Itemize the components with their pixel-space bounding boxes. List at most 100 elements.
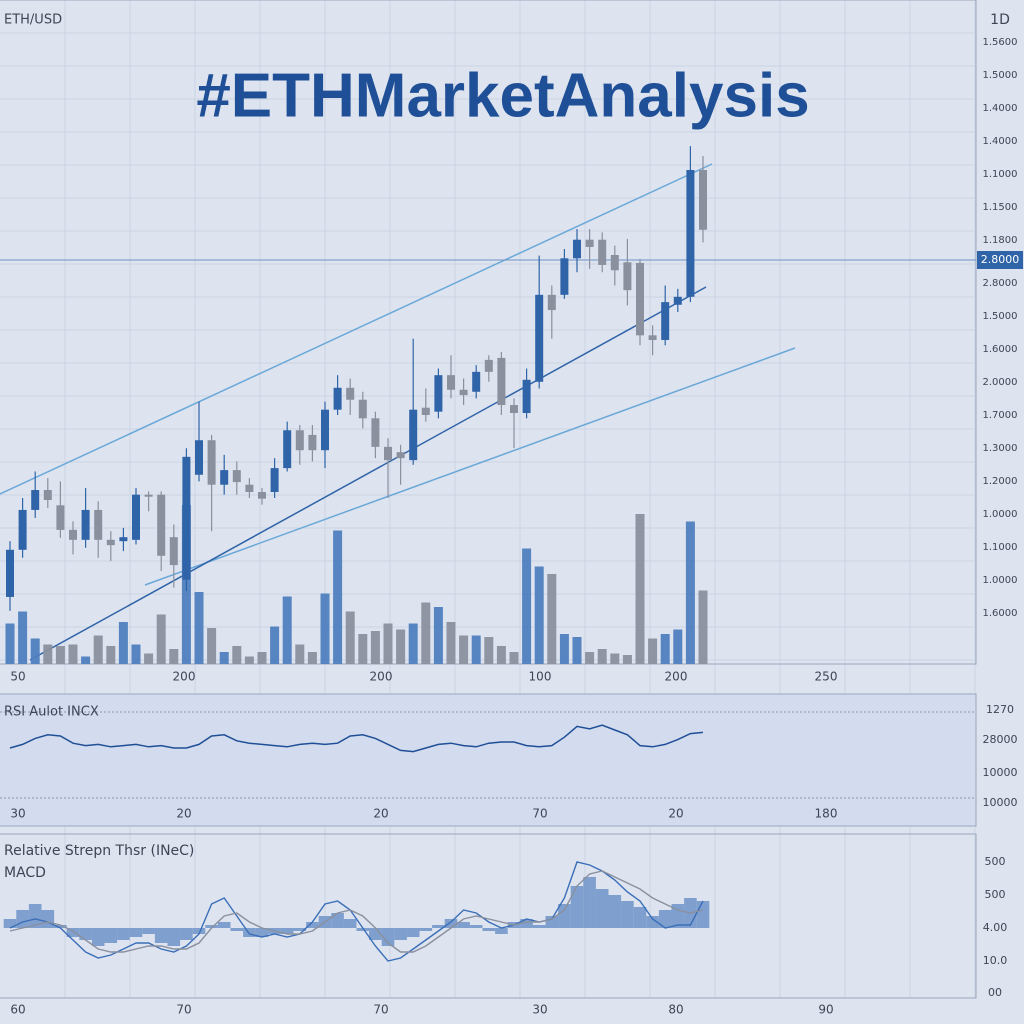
volume-bar — [358, 634, 368, 664]
macd-histogram — [495, 928, 508, 934]
candle-body — [346, 387, 355, 400]
price-label: 2.0000 — [983, 377, 1018, 388]
price-label: 1.6000 — [983, 344, 1018, 355]
candle-body — [535, 294, 544, 382]
macd-histogram — [671, 904, 685, 928]
candle-body — [182, 456, 191, 580]
macd-label: MACD — [4, 865, 46, 881]
price-label: 1.4000 — [983, 103, 1018, 114]
x-label: 20 — [176, 807, 191, 821]
candle-body — [169, 537, 178, 566]
volume-bar — [169, 649, 179, 664]
volume-bar — [30, 638, 40, 664]
x-label: 80 — [668, 1003, 683, 1017]
volume-bar — [383, 623, 393, 664]
rsi-panel — [0, 693, 977, 827]
candle-body — [283, 430, 292, 469]
candle-body — [232, 470, 241, 483]
macd-histogram — [66, 928, 80, 937]
grid — [0, 0, 976, 998]
price-label: 1.7000 — [983, 410, 1018, 421]
price-highlight: 2.8000 — [981, 253, 1020, 266]
price-label: 1.2000 — [983, 476, 1018, 487]
volume-bar — [156, 614, 166, 664]
macd-histogram — [243, 928, 256, 937]
x-label: 60 — [10, 1003, 25, 1017]
macd-histogram — [293, 928, 307, 931]
volume-bar — [68, 644, 78, 664]
volume-bar — [572, 637, 582, 664]
candle-body — [94, 509, 103, 540]
candle-body — [585, 239, 594, 248]
price-label: 1.6000 — [983, 608, 1018, 619]
candle-body — [661, 302, 670, 340]
x-label: 20 — [373, 807, 388, 821]
volume-bar — [270, 626, 280, 664]
volume-bar — [421, 602, 431, 664]
interval[interactable]: 1D — [990, 12, 1010, 28]
candle-body — [434, 375, 443, 412]
candle-body — [636, 262, 644, 336]
macd-histogram — [595, 889, 609, 928]
volume-bar — [585, 652, 595, 664]
macd-histogram — [154, 928, 168, 943]
rsi-axis-label: 10000 — [983, 766, 1018, 779]
macd-histogram — [28, 904, 42, 928]
macd-histogram — [16, 910, 29, 928]
candle-body — [258, 492, 266, 499]
macd-histogram — [381, 928, 395, 946]
candle-body — [18, 509, 27, 550]
candle-body — [648, 335, 657, 340]
macd-histogram — [192, 928, 206, 934]
candle-body — [510, 405, 518, 414]
candle-body — [472, 371, 481, 392]
volume-bar — [622, 655, 632, 664]
price-label: 1.0000 — [983, 575, 1018, 586]
x-label: 200 — [173, 670, 196, 684]
x-label: 180 — [815, 807, 838, 821]
volume-bar — [522, 548, 532, 664]
volume-bar — [282, 596, 292, 664]
macd-histogram — [457, 922, 470, 928]
macd-axis-label: 4.00 — [983, 921, 1008, 934]
trendline — [144, 347, 796, 586]
macd-histogram — [230, 928, 244, 931]
candle-body — [195, 440, 203, 475]
macd-histogram — [217, 922, 231, 928]
volume-bar — [232, 646, 242, 664]
macd-histogram — [331, 913, 344, 928]
x-label: 200 — [370, 670, 393, 684]
macd-histogram — [406, 928, 420, 937]
volume-bar — [118, 622, 128, 664]
volume-bar — [320, 593, 330, 664]
candle-body — [358, 399, 367, 419]
candle-body — [69, 529, 77, 540]
volume-bar — [106, 646, 116, 664]
macd-axis-label: 500 — [985, 888, 1006, 901]
macd-axis-label: 00 — [988, 986, 1002, 999]
volume-bar — [509, 652, 519, 664]
candle-body — [686, 169, 695, 297]
volume-bar — [194, 592, 204, 664]
macd-histogram — [180, 928, 193, 940]
macd-histogram — [646, 916, 659, 928]
candle-body — [484, 359, 493, 372]
candle-body — [245, 484, 254, 493]
volume-bar — [446, 622, 456, 664]
volume-bar — [295, 644, 305, 664]
volume-bar — [307, 652, 317, 664]
volume-bar — [433, 607, 443, 664]
volume-bar — [144, 653, 154, 664]
macd-histogram — [91, 928, 105, 946]
price-label: 1.4000 — [983, 136, 1018, 147]
candle-body — [497, 357, 506, 406]
candle-body — [157, 494, 166, 556]
volume-bar — [597, 649, 607, 664]
macd-histogram — [142, 928, 155, 934]
volume-bar — [648, 638, 658, 664]
macd-histogram — [570, 886, 584, 928]
macd-histogram — [280, 928, 294, 934]
x-label: 90 — [818, 1003, 833, 1017]
candle-body — [31, 490, 40, 510]
candle-body — [623, 262, 632, 291]
